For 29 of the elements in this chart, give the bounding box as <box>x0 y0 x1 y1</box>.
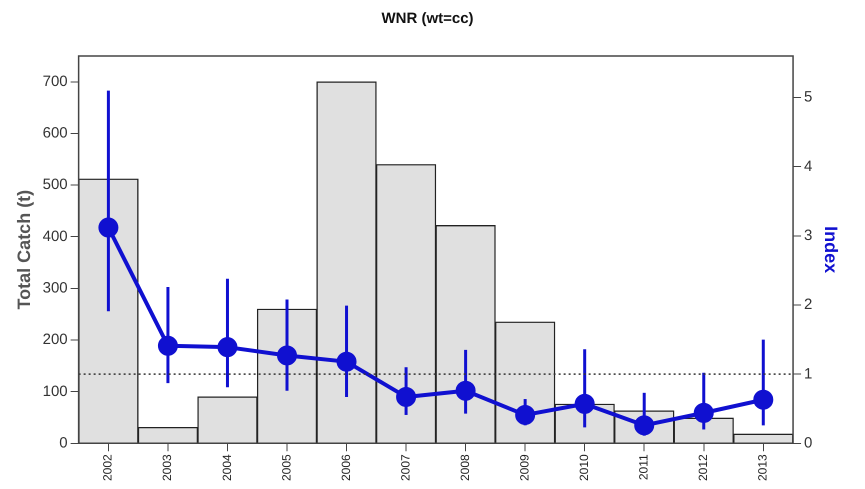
x-tick-label: 2012 <box>696 454 710 482</box>
x-tick-label: 2011 <box>636 454 651 480</box>
y2-tick-label: 0 <box>804 434 812 452</box>
x-tick-label: 2004 <box>220 454 234 482</box>
y2-tick-label: 4 <box>804 158 812 175</box>
y-tick-label: 0 <box>59 434 68 452</box>
y-tick-label: 400 <box>42 228 68 245</box>
x-tick-label: 2006 <box>338 454 353 482</box>
y2-axis-title: Index <box>821 226 842 274</box>
chart-title: WNR (wt=cc) <box>381 10 474 28</box>
x-tick-label: 2005 <box>279 454 294 482</box>
y-tick-label: 100 <box>42 382 68 400</box>
x-tick-label: 2002 <box>100 454 115 482</box>
y-tick-label: 200 <box>42 331 68 348</box>
x-tick-label: 2010 <box>576 454 591 482</box>
x-tick-label: 2007 <box>398 454 412 482</box>
y2-tick-label: 2 <box>804 296 812 314</box>
x-tick-label: 2008 <box>458 454 472 482</box>
y2-tick-label: 1 <box>804 365 812 382</box>
x-tick-label: 2003 <box>160 454 174 482</box>
y-tick-label: 500 <box>42 176 68 194</box>
y-axis-title: Total Catch (t) <box>14 190 34 310</box>
x-tick-label: 2009 <box>517 454 532 482</box>
y-tick-label: 300 <box>42 280 68 297</box>
y2-tick-label: 3 <box>804 226 812 244</box>
y-tick-label: 600 <box>42 124 68 142</box>
y-tick-label: 700 <box>42 72 68 90</box>
y2-tick-label: 5 <box>804 88 812 106</box>
x-tick-label: 2013 <box>756 454 770 482</box>
